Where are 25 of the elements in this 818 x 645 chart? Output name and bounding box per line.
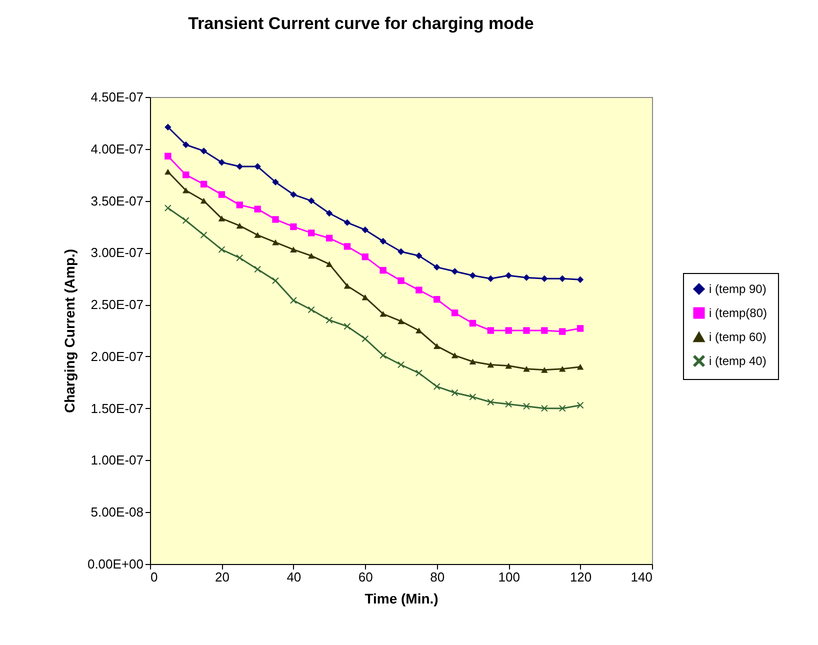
y-tick-label: 4.00E-07 [90,141,144,156]
y-tick-label: 3.00E-07 [90,245,144,260]
y-tick-label: 2.50E-07 [90,297,144,312]
y-tick-label: 4.50E-07 [90,90,144,104]
legend-label: i (temp 60) [709,330,766,344]
x-tick-label: 140 [630,570,652,584]
y-axis-title: Charging Current (Amp.) [61,248,78,414]
y-tick-label: 1.50E-07 [90,400,144,416]
x-tick-label: 20 [214,570,230,584]
y-tick-label: 1.00E-07 [90,452,144,468]
x-tick-label: 120 [570,570,592,584]
x-tick-label: 60 [358,570,373,584]
y-tick-label: 2.00E-07 [90,348,144,364]
legend-label: i (temp 90) [709,282,766,296]
legend-label: i (temp(80) [709,306,768,320]
x-tick-label: 100 [498,570,520,584]
y-tick-label: 0.00E+00 [87,556,144,572]
y-tick-label: 5.00E-08 [90,504,144,520]
legend-label: i (temp 40) [709,354,766,368]
x-tick-label: 80 [430,570,445,584]
x-tick-label: 40 [286,570,302,584]
x-axis-title: Time (Min.) [364,590,438,606]
x-tick-label: 0 [150,570,158,584]
y-tick-label: 3.50E-07 [90,193,144,208]
chart-title: Transient Current curve for charging mode [188,14,534,33]
